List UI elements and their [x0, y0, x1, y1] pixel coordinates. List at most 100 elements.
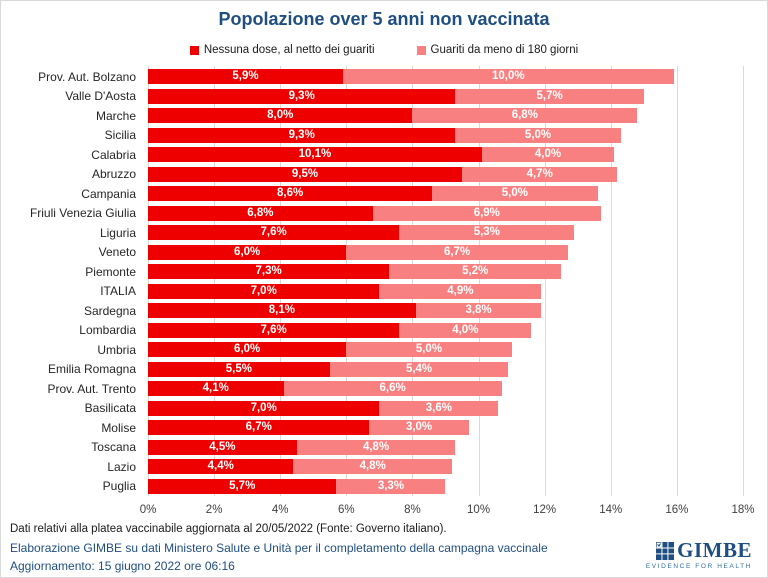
bar-segment-guariti: 5,2%	[389, 264, 562, 280]
bar-segment-guariti: 4,8%	[293, 459, 453, 475]
legend-swatch-red-icon	[189, 45, 199, 55]
category-label: Marche	[95, 108, 136, 123]
bar-row: Sardegna 8,1% 3,8%	[0, 301, 743, 321]
bar-value-label: 4,4%	[207, 460, 234, 473]
bar-value-label: 7,0%	[250, 284, 277, 297]
bar-track: 6,8% 6,9%	[148, 205, 743, 221]
gimbe-mosaic-icon	[656, 541, 675, 560]
legend-label: Nessuna dose, al netto dei guariti	[203, 44, 375, 56]
bar-value-label: 8,1%	[268, 304, 295, 317]
bar-segment-nessuna-dose: 4,4%	[148, 459, 294, 475]
bar-track: 5,5% 5,4%	[148, 361, 743, 377]
bar-row: Toscana 4,5% 4,8%	[0, 438, 743, 458]
bar-value-label: 10,1%	[298, 148, 332, 161]
gimbe-wordmark: GIMBE	[677, 538, 752, 562]
bar-segment-guariti: 5,0%	[432, 186, 598, 202]
category-label: Lombardia	[79, 323, 136, 338]
bar-value-label: 5,9%	[232, 70, 259, 83]
bar-track: 4,4% 4,8%	[148, 459, 743, 475]
gridline	[412, 66, 414, 496]
category-label: Friuli Venezia Giulia	[29, 206, 136, 221]
bar-value-label: 6,0%	[234, 343, 261, 356]
gridlines	[148, 66, 744, 496]
x-tick-label: 14%	[599, 504, 623, 516]
bar-segment-guariti: 5,7%	[455, 88, 644, 104]
bar-value-label: 6,8%	[247, 206, 274, 219]
bar-row: Abruzzo 9,5% 4,7%	[0, 165, 743, 185]
bar-value-label: 3,0%	[405, 421, 433, 434]
bar-track: 4,1% 6,6%	[148, 381, 743, 397]
bar-value-label: 5,0%	[501, 187, 528, 200]
bar-value-label: 4,8%	[359, 460, 386, 473]
bar-segment-nessuna-dose: 6,8%	[148, 205, 373, 221]
gridline	[610, 66, 612, 496]
bar-value-label: 7,6%	[260, 226, 287, 239]
bar-segment-guariti: 6,8%	[412, 108, 638, 124]
bar-value-label: 5,7%	[229, 479, 256, 492]
bar-row: Liguria 7,6% 5,3%	[0, 223, 743, 243]
bar-segment-nessuna-dose: 10,1%	[148, 147, 482, 163]
bar-track: 7,0% 4,9%	[148, 283, 743, 299]
bar-row: Puglia 5,7% 3,3%	[0, 477, 743, 497]
bar-track: 8,0% 6,8%	[148, 108, 743, 124]
footer-elaboration-note: Elaborazione GIMBE su dati Ministero Sal…	[10, 541, 548, 555]
category-label: Prov. Aut. Trento	[47, 381, 137, 396]
bar-segment-guariti: 4,7%	[462, 166, 618, 182]
legend-item-nessuna-dose: Nessuna dose, al netto dei guariti	[189, 44, 375, 56]
x-tick-label: 8%	[404, 504, 421, 516]
bar-value-label: 10,0%	[491, 70, 525, 83]
category-label: Calabria	[91, 147, 136, 162]
bar-track: 6,0% 6,7%	[148, 244, 743, 260]
bar-row: Prov. Aut. Trento 4,1% 6,6%	[0, 379, 743, 399]
category-label: Sicilia	[104, 128, 136, 143]
x-tick-label: 10%	[467, 504, 491, 516]
bar-value-label: 4,7%	[526, 167, 553, 180]
category-label: Prov. Aut. Bolzano	[38, 69, 136, 84]
bar-row: ITALIA 7,0% 4,9%	[0, 282, 743, 302]
bar-value-label: 5,3%	[473, 226, 500, 239]
bar-row: Veneto 6,0% 6,7%	[0, 243, 743, 263]
bar-segment-nessuna-dose: 6,7%	[148, 420, 370, 436]
plot-area: Prov. Aut. Bolzano 5,9% 10,0% Valle D'Aosta…	[0, 66, 744, 497]
x-tick-label: 0%	[139, 504, 157, 516]
bar-value-label: 7,6%	[260, 323, 287, 336]
bar-track: 6,0% 5,0%	[148, 342, 743, 358]
bar-value-label: 8,0%	[267, 109, 294, 122]
gridline	[676, 66, 678, 496]
bar-track: 7,6% 4,0%	[148, 322, 743, 338]
bar-row: Umbria 6,0% 5,0%	[0, 340, 743, 360]
bar-value-label: 9,5%	[291, 167, 319, 180]
bar-segment-guariti: 3,3%	[336, 478, 446, 494]
bar-value-label: 7,3%	[255, 265, 282, 278]
category-label: Abruzzo	[91, 167, 136, 182]
bar-track: 5,9% 10,0%	[148, 69, 743, 85]
bar-segment-guariti: 4,0%	[481, 147, 615, 163]
bar-segment-guariti: 4,9%	[379, 283, 542, 299]
bar-row: Valle D'Aosta 9,3% 5,7%	[0, 87, 743, 107]
x-tick-label: 18%	[731, 504, 755, 516]
x-tick-label: 12%	[533, 504, 557, 516]
bar-row: Basilicata 7,0% 3,6%	[0, 399, 743, 419]
bar-value-label: 9,3%	[288, 128, 315, 141]
bar-segment-nessuna-dose: 9,5%	[148, 166, 463, 182]
bar-segment-nessuna-dose: 9,3%	[148, 88, 456, 104]
bar-segment-nessuna-dose: 8,0%	[148, 108, 413, 124]
bar-segment-nessuna-dose: 4,1%	[148, 381, 284, 397]
bar-value-label: 4,0%	[534, 148, 562, 161]
bar-row: Sicilia 9,3% 5,0%	[0, 126, 743, 146]
category-label: Molise	[101, 420, 136, 435]
bar-segment-guariti: 5,3%	[399, 225, 575, 241]
category-label: Umbria	[97, 342, 136, 357]
bar-row: Friuli Venezia Giulia 6,8% 6,9%	[0, 204, 743, 224]
footer-update-timestamp: Aggiornamento: 15 giugno 2022 ore 06:16	[10, 559, 235, 573]
bar-value-label: 5,0%	[524, 128, 552, 141]
bar-value-label: 6,8%	[511, 109, 538, 122]
bar-row: Emilia Romagna 5,5% 5,4%	[0, 360, 743, 380]
bar-segment-nessuna-dose: 5,9%	[148, 69, 344, 85]
bar-segment-nessuna-dose: 7,0%	[148, 283, 380, 299]
bar-value-label: 5,4%	[405, 362, 433, 375]
bar-value-label: 3,3%	[377, 479, 405, 492]
bar-track: 7,6% 5,3%	[148, 225, 743, 241]
bar-segment-nessuna-dose: 5,5%	[148, 361, 330, 377]
